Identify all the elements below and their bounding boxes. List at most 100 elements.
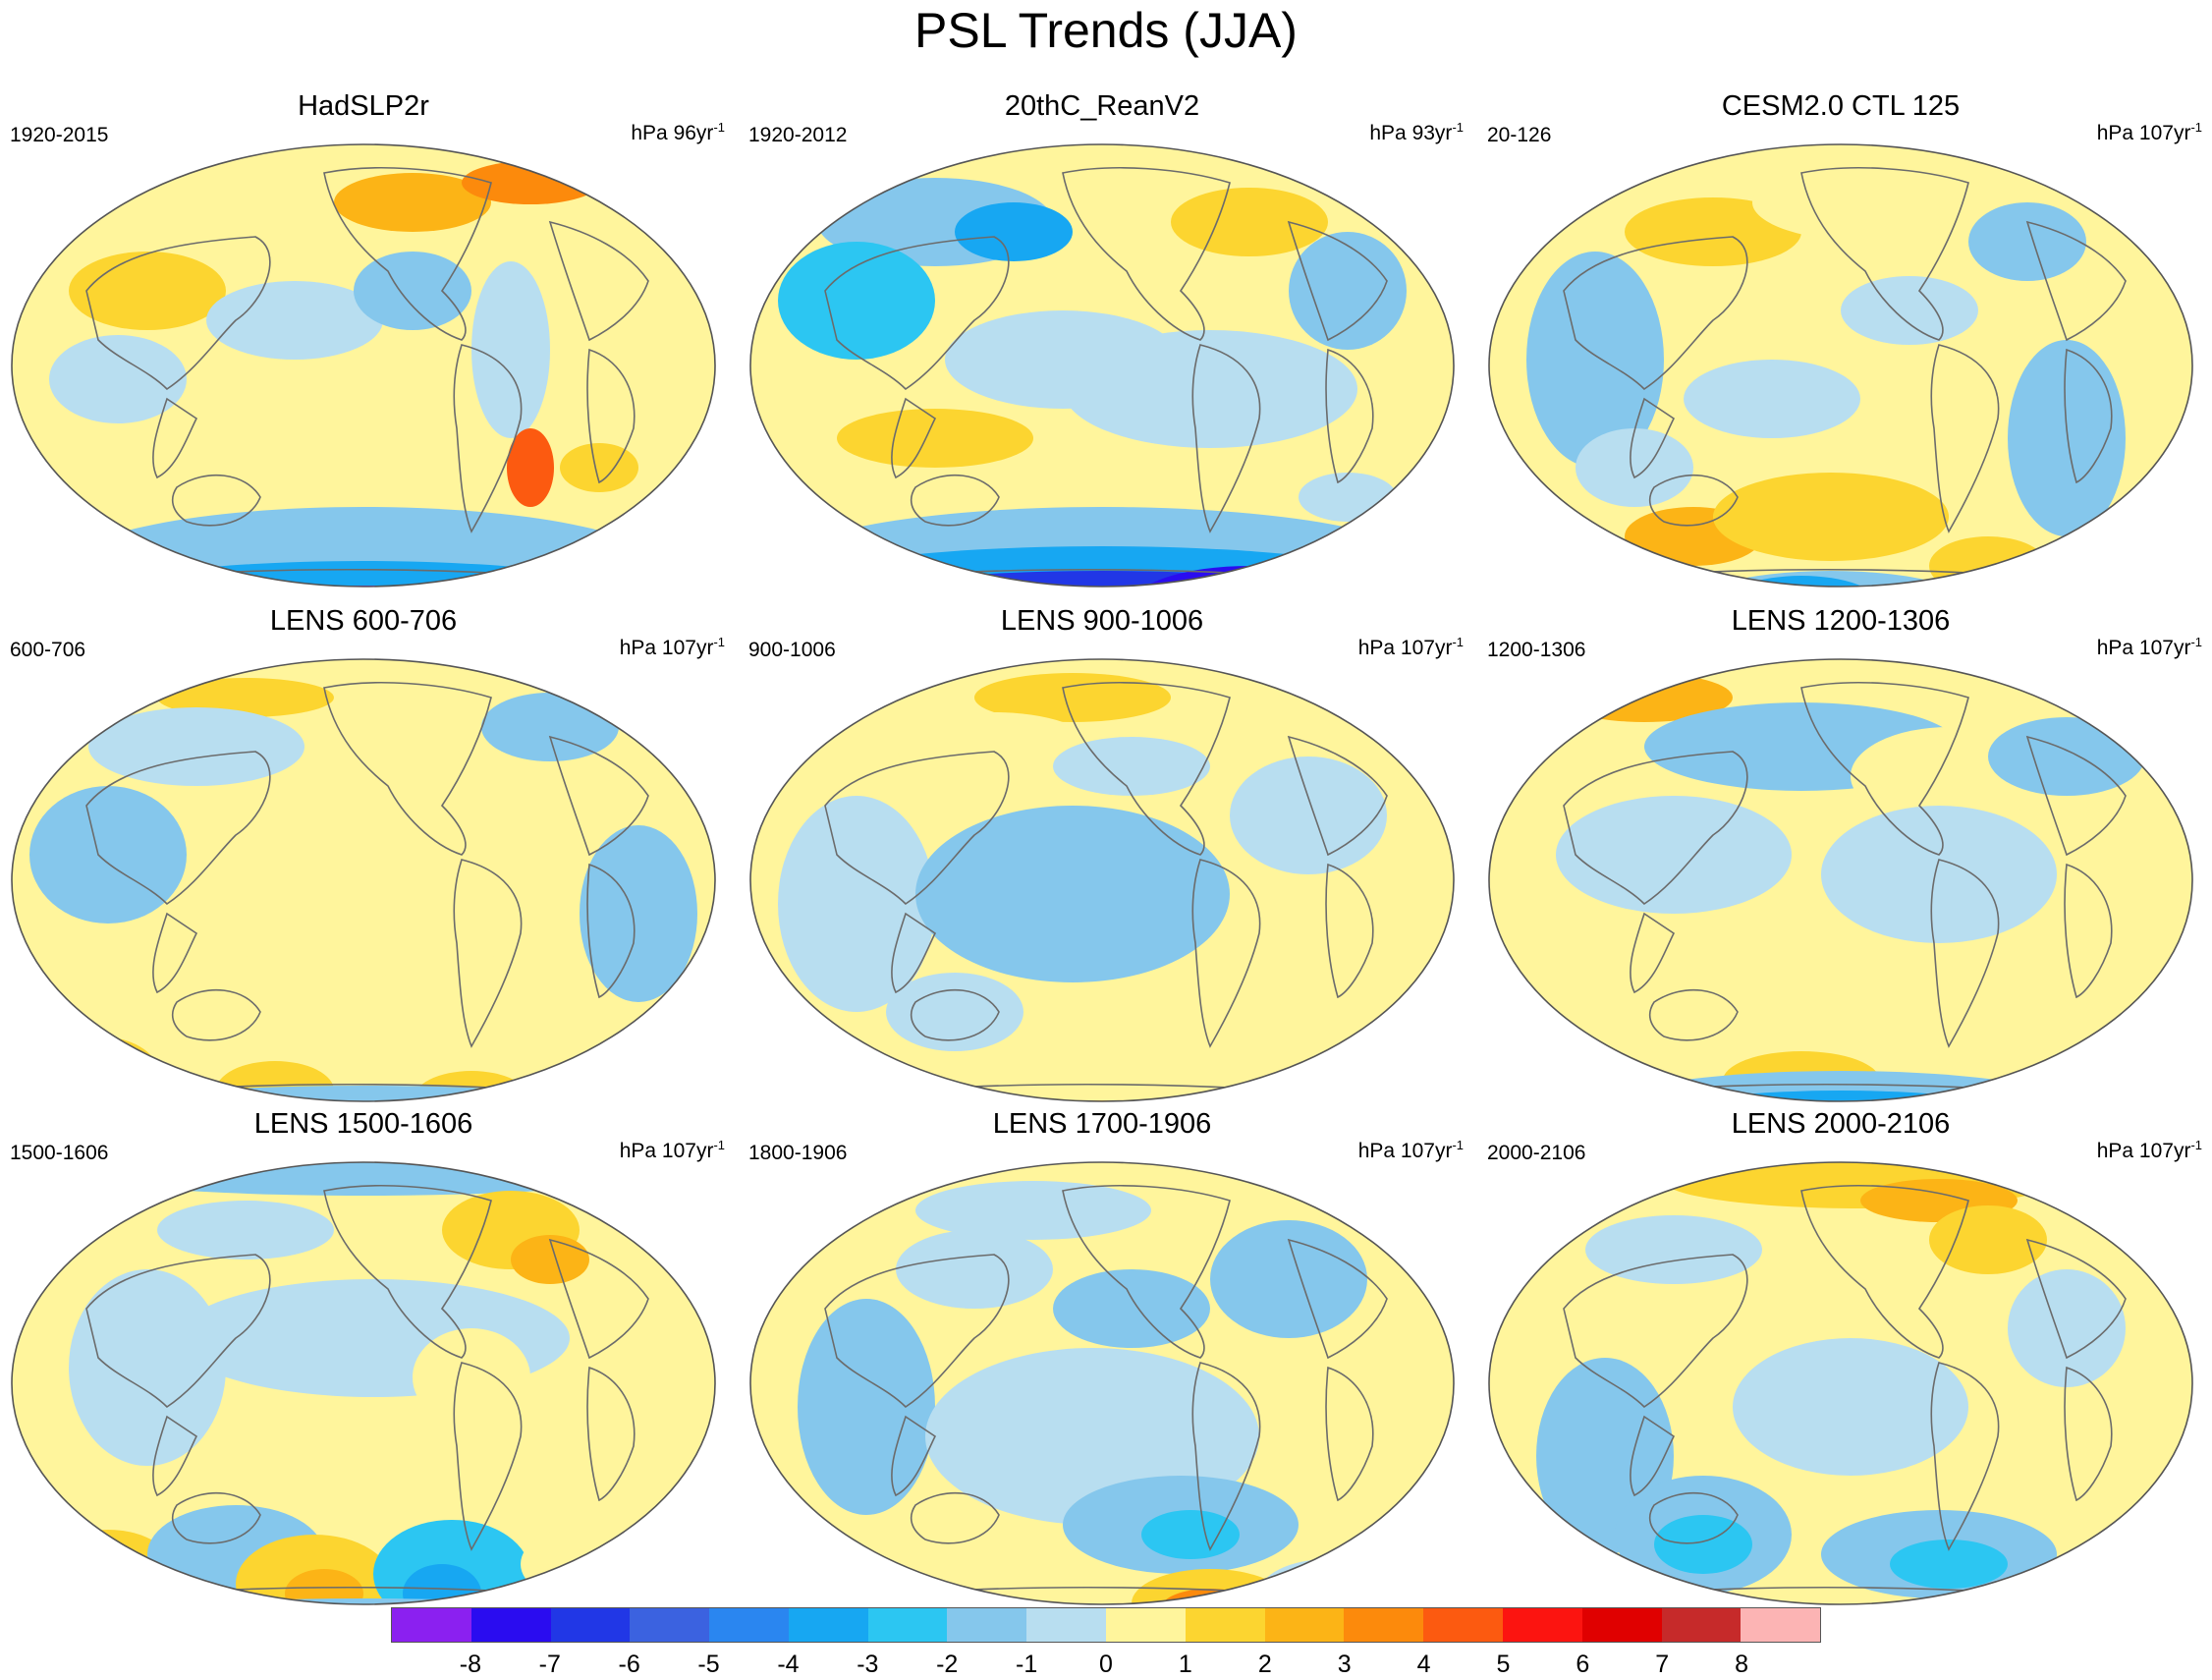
trend-contour: [1279, 933, 1416, 1051]
coastline: [1630, 912, 1676, 994]
coastline: [824, 1254, 1010, 1409]
coastline: [1325, 863, 1374, 999]
trend-contour: [1733, 1338, 1968, 1476]
panel-units: hPa 107yr-1: [1357, 1138, 1464, 1162]
trend-contour: [1171, 188, 1328, 256]
colorbar-tick-label: -5: [697, 1651, 720, 1678]
coastline: [323, 1184, 492, 1359]
trend-contour: [1526, 252, 1664, 468]
colorbar-cell: [1185, 1608, 1265, 1642]
colorbar-tick-label: -8: [459, 1651, 481, 1678]
map-border: [1488, 1161, 2193, 1605]
trend-contour: [481, 693, 619, 761]
colorbar-tick-label: 4: [1416, 1651, 1431, 1678]
coastline: [2064, 863, 2113, 999]
trend-contour: [1141, 1510, 1240, 1559]
map-panel: LENS 1500-1606 1500-1606 hPa 107yr-1: [0, 1108, 727, 1619]
trend-contour: [69, 1269, 226, 1466]
map-svg: [1488, 658, 2193, 1102]
map-border: [1488, 143, 2193, 588]
map-panel: LENS 1700-1906 1800-1906 hPa 107yr-1: [739, 1108, 1465, 1619]
coastline: [2064, 1366, 2113, 1502]
coastline: [891, 1415, 937, 1497]
colorbar-cell: [1502, 1608, 1582, 1642]
coastline: [586, 863, 636, 999]
trend-contour: [511, 1235, 589, 1284]
trend-contour: [39, 1036, 157, 1101]
coastline: [171, 988, 261, 1041]
trend-contour: [49, 1086, 678, 1101]
colorbar-cell: [1581, 1608, 1662, 1642]
map-svg: [11, 1161, 716, 1605]
panel-title: CESM2.0 CTL 125: [1721, 90, 1961, 122]
panel-period: 1200-1306: [1487, 639, 1586, 661]
trend-contour: [955, 202, 1073, 261]
trend-contour: [1988, 717, 2145, 796]
map-panel: LENS 1200-1306 1200-1306 hPa 107yr-1: [1477, 605, 2204, 1116]
trend-contour: [896, 1230, 1053, 1309]
map-border: [1488, 658, 2193, 1102]
coastline: [1648, 1491, 1739, 1544]
trend-contour: [413, 1328, 530, 1427]
trend-contour: [521, 1525, 658, 1603]
colorbar-tick-label: -7: [538, 1651, 561, 1678]
colorbar-tick-label: 2: [1257, 1651, 1272, 1678]
colorbar-cell: [1026, 1608, 1107, 1642]
coastline: [2064, 348, 2113, 484]
coastline: [1287, 1238, 1388, 1360]
map-svg: [1488, 143, 2193, 588]
map-panel: LENS 600-706 600-706 hPa 107yr-1: [0, 605, 727, 1116]
panel-title: HadSLP2r: [298, 90, 429, 122]
coastline: [171, 474, 261, 527]
trend-contour: [1821, 806, 2057, 943]
map-panel: HadSLP2r 1920-2015 hPa 96yr-1: [0, 90, 727, 601]
map-svg: [1488, 1161, 2193, 1605]
panel-period: 1800-1906: [748, 1142, 848, 1164]
panel-units: hPa 107yr-1: [2096, 120, 2202, 144]
trend-contour: [1063, 330, 1357, 448]
map-svg: [749, 658, 1455, 1102]
coastline: [1630, 1415, 1676, 1497]
panel-units: hPa 107yr-1: [2096, 635, 2202, 659]
colorbar-cell: [392, 1608, 471, 1642]
panel-title: LENS 1200-1306: [1731, 605, 1951, 637]
panel-period: 20-126: [1487, 124, 1552, 146]
panel-units: hPa 107yr-1: [619, 635, 725, 659]
coastline: [1930, 859, 2000, 1048]
coastline: [152, 397, 198, 479]
trend-contour: [1752, 163, 1988, 242]
colorbar-cell: [1344, 1608, 1424, 1642]
colorbar: -8 -7 -6 -5 -4 -3 -2 -1 0 1 2 3 4 5 6 7 8: [391, 1607, 1821, 1678]
coastline: [85, 236, 271, 391]
trend-contour: [837, 1540, 1033, 1604]
trend-contour: [206, 281, 383, 360]
trend-contour: [580, 825, 697, 1002]
colorbar-tick-label: 5: [1496, 1651, 1511, 1678]
panel-units: hPa 107yr-1: [2096, 1138, 2202, 1162]
coastline: [2025, 735, 2127, 857]
coastline: [910, 988, 1000, 1041]
trend-contour: [807, 590, 1397, 595]
coastline: [1648, 988, 1739, 1041]
trend-contour: [1585, 1215, 1762, 1284]
colorbar-tick-label: 6: [1576, 1651, 1590, 1678]
trend-contour: [88, 707, 304, 786]
coastline: [824, 751, 1010, 906]
panel-period: 1920-2012: [748, 124, 848, 146]
coastline: [171, 1491, 261, 1544]
coastline: [1630, 397, 1676, 479]
coastline: [1062, 166, 1231, 341]
trend-contour: [886, 973, 1023, 1051]
trend-contour: [1841, 276, 1978, 345]
trend-contour: [69, 1162, 658, 1196]
colorbar-tick-label: 1: [1178, 1651, 1192, 1678]
coastline: [1062, 1184, 1231, 1359]
panel-units: hPa 93yr-1: [1369, 120, 1464, 144]
trend-contour: [1556, 796, 1792, 914]
trend-contour: [1644, 1091, 2037, 1101]
colorbar-tick-label: 8: [1735, 1651, 1749, 1678]
coastline: [910, 1491, 1000, 1544]
coastline: [1191, 1362, 1261, 1551]
trend-contour: [1890, 1540, 2008, 1589]
coastline: [1800, 1184, 1969, 1359]
